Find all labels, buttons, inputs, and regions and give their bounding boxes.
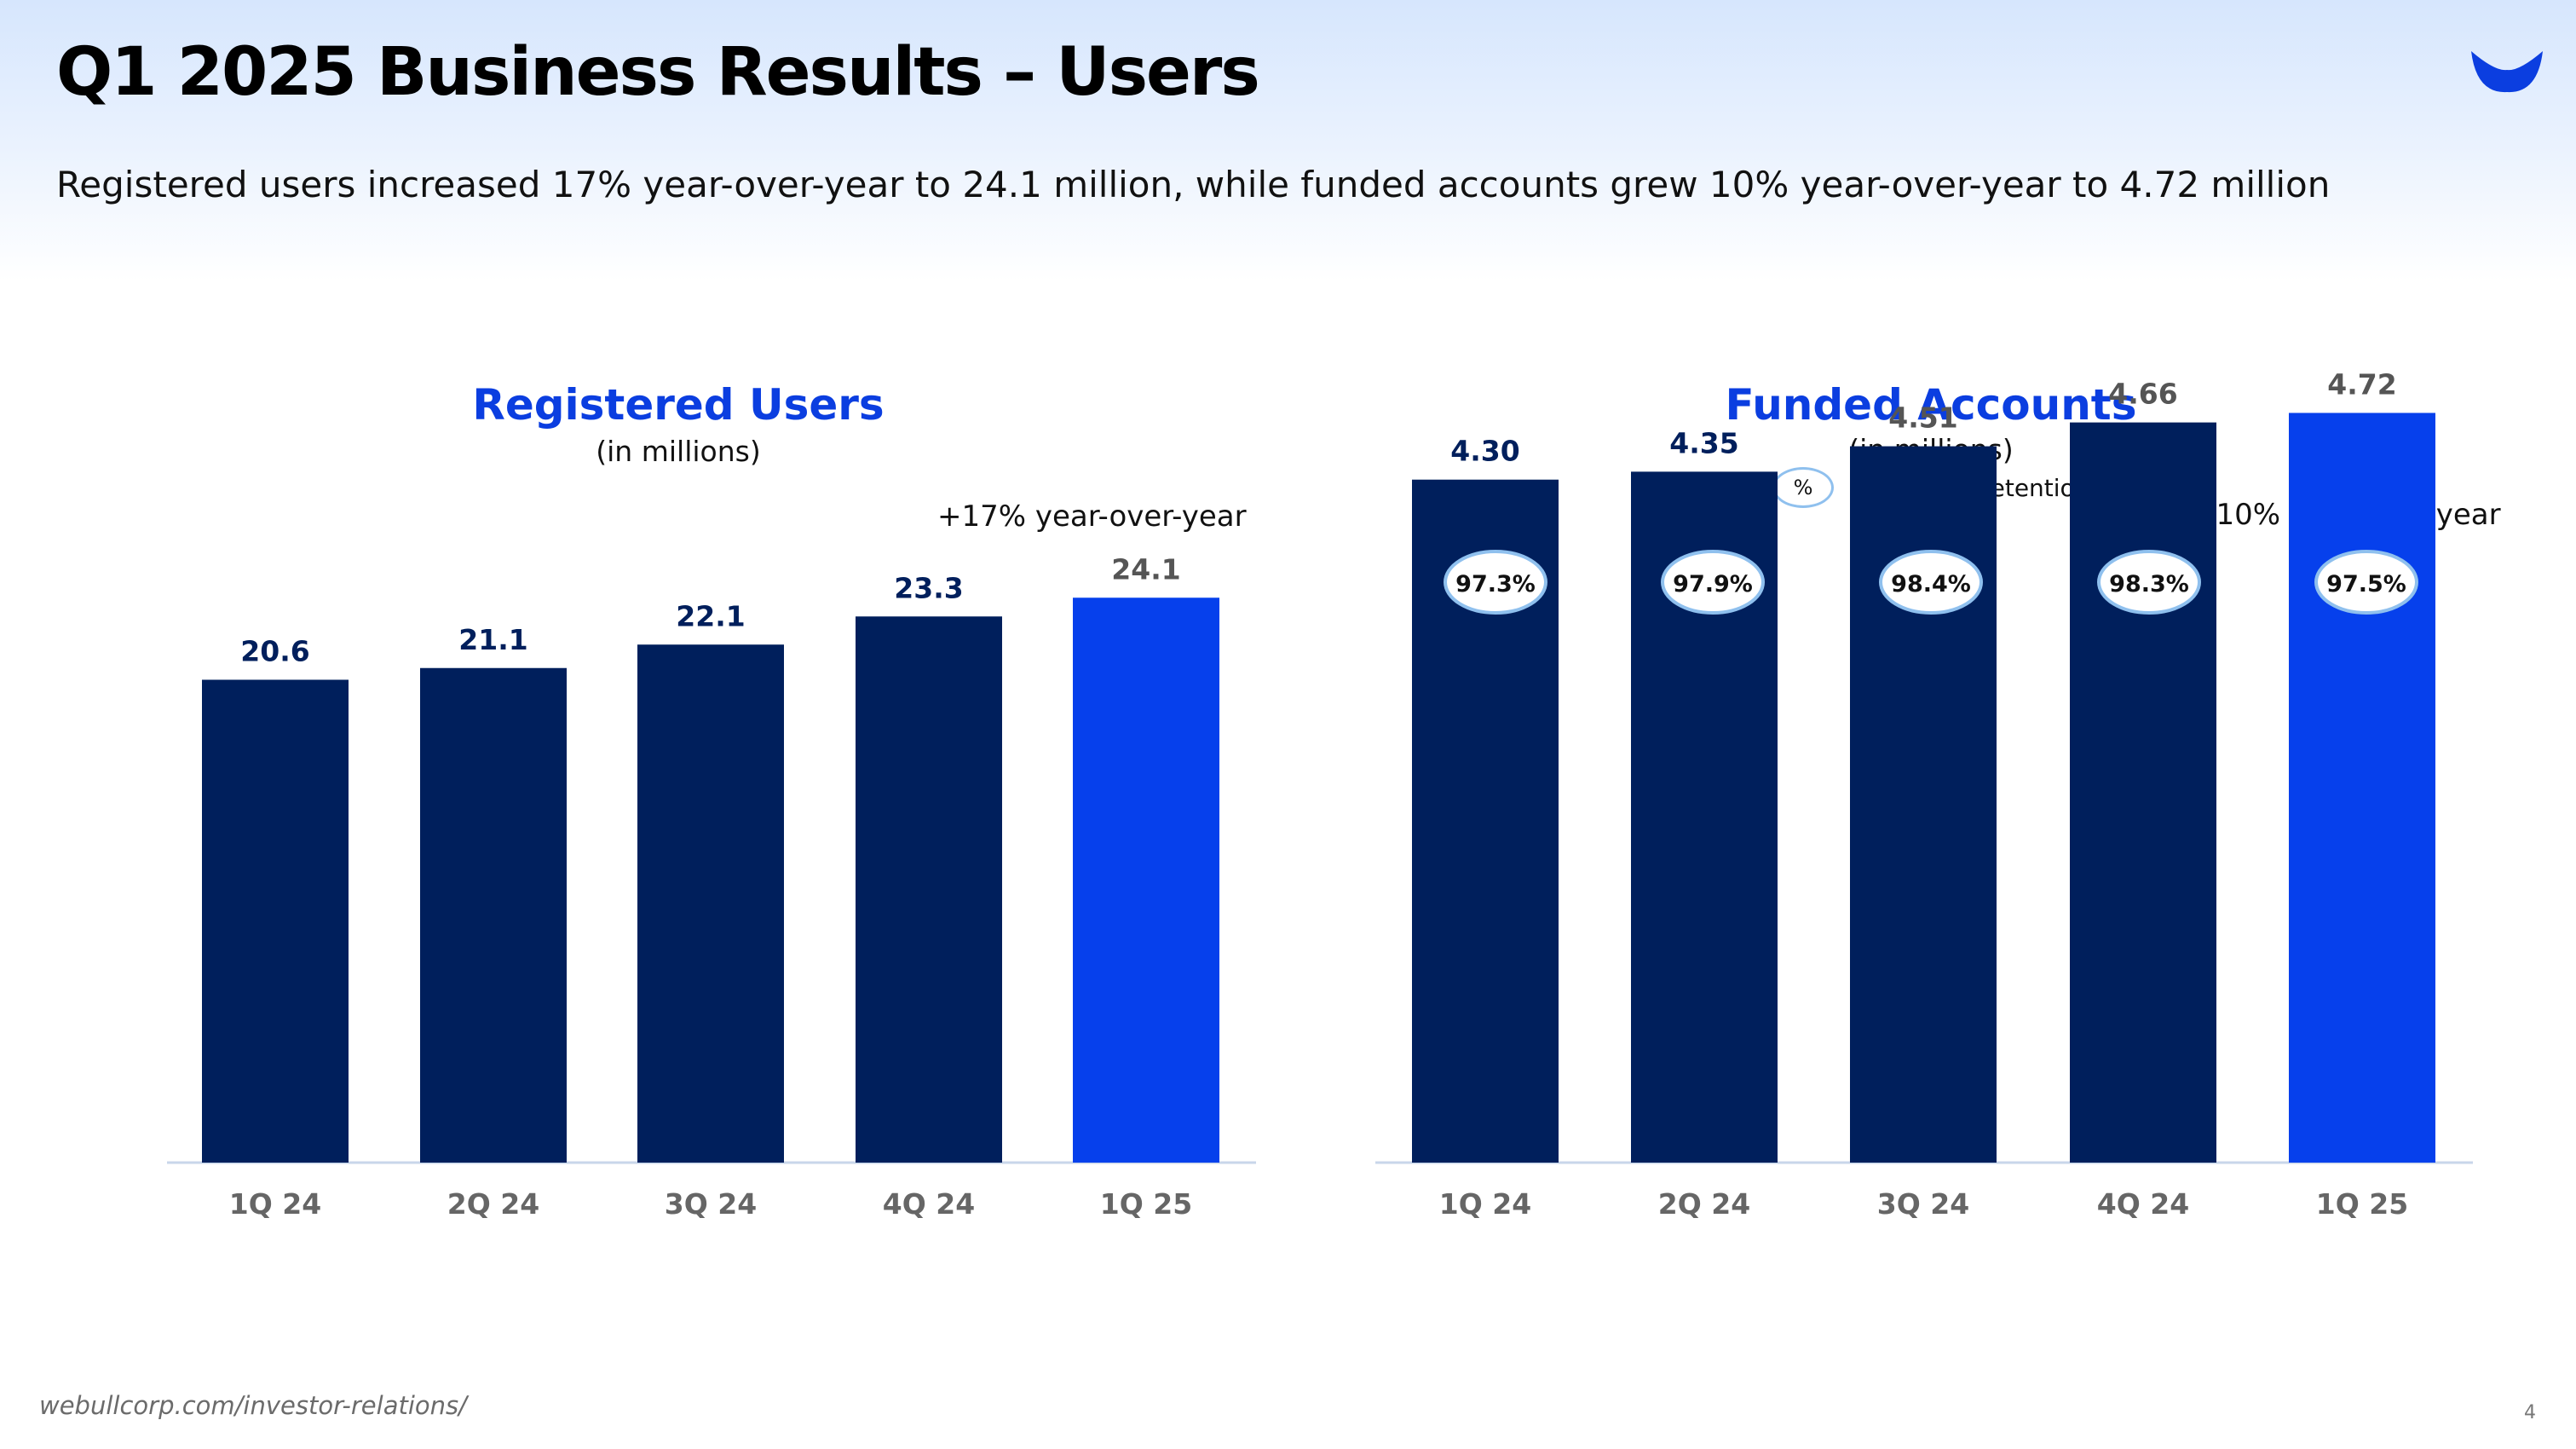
webull-logo-icon: [2471, 51, 2543, 93]
registered-users-value-label-3: 22.1: [676, 599, 745, 632]
funded-accounts-value-label-1: 4.30: [1450, 435, 1519, 468]
registered-users-yoy: +17% year-over-year: [937, 499, 1247, 534]
retention-pill-3: [1879, 550, 1983, 615]
registered-users-tick-label-4: 4Q 24: [883, 1187, 975, 1221]
retention-label-3: 98.4%: [1891, 571, 1971, 597]
registered-users-bar-4: [856, 616, 1002, 1163]
page-number: 4: [2524, 1402, 2536, 1423]
retention-pill-1: [1444, 550, 1547, 615]
funded-accounts-title: Funded Accounts: [1725, 380, 2137, 430]
registered-users-value-label-1: 20.6: [240, 635, 309, 668]
registered-users-tick-label-1: 1Q 24: [229, 1187, 321, 1221]
retention-label-4: 98.3%: [2109, 571, 2189, 597]
registered-users-unit: (in millions): [596, 435, 761, 468]
funded-accounts-tick-label-3: 3Q 24: [1877, 1187, 1969, 1221]
page-subtitle: Registered users increased 17% year-over…: [56, 164, 2331, 205]
registered-users-bar-3: [637, 644, 784, 1163]
funded-accounts-tick-label-1: 1Q 24: [1439, 1187, 1531, 1221]
registered-users-tick-label-5: 1Q 25: [1100, 1187, 1192, 1221]
funded-accounts-value-label-2: 4.35: [1669, 426, 1738, 459]
funded-accounts-tick-label-2: 2Q 24: [1658, 1187, 1750, 1221]
registered-users-bar-5: [1073, 597, 1219, 1163]
page-title: Q1 2025 Business Results – Users: [56, 34, 1260, 111]
registered-users-title: Registered Users: [472, 380, 885, 430]
registered-users-value-label-4: 23.3: [894, 571, 963, 604]
footer-url[interactable]: webullcorp.com/investor-relations/: [39, 1391, 467, 1420]
retention-pill-5: [2314, 550, 2418, 615]
retention-label-2: 97.9%: [1673, 571, 1753, 597]
registered-users-bar-2: [420, 667, 567, 1163]
registered-users-bar-1: [202, 679, 349, 1163]
funded-accounts-value-label-4: 4.66: [2108, 378, 2177, 411]
funded-accounts-bar-5: [2289, 413, 2435, 1163]
retention-pill-2: [1661, 550, 1765, 615]
retention-label-5: 97.5%: [2326, 571, 2406, 597]
funded-accounts-value-label-3: 4.51: [1888, 401, 1957, 435]
registered-users-value-label-5: 24.1: [1111, 552, 1180, 586]
retention-pill-4: [2097, 550, 2201, 615]
funded-accounts-bar-4: [2070, 422, 2216, 1163]
funded-accounts-value-label-5: 4.72: [2327, 367, 2396, 401]
registered-users-tick-label-2: 2Q 24: [447, 1187, 539, 1221]
funded-accounts-tick-label-4: 4Q 24: [2097, 1187, 2189, 1221]
retention-label-1: 97.3%: [1455, 571, 1536, 597]
registered-users-tick-label-3: 3Q 24: [665, 1187, 757, 1221]
funded-accounts-tick-label-5: 1Q 25: [2316, 1187, 2408, 1221]
registered-users-value-label-2: 21.1: [458, 623, 527, 656]
